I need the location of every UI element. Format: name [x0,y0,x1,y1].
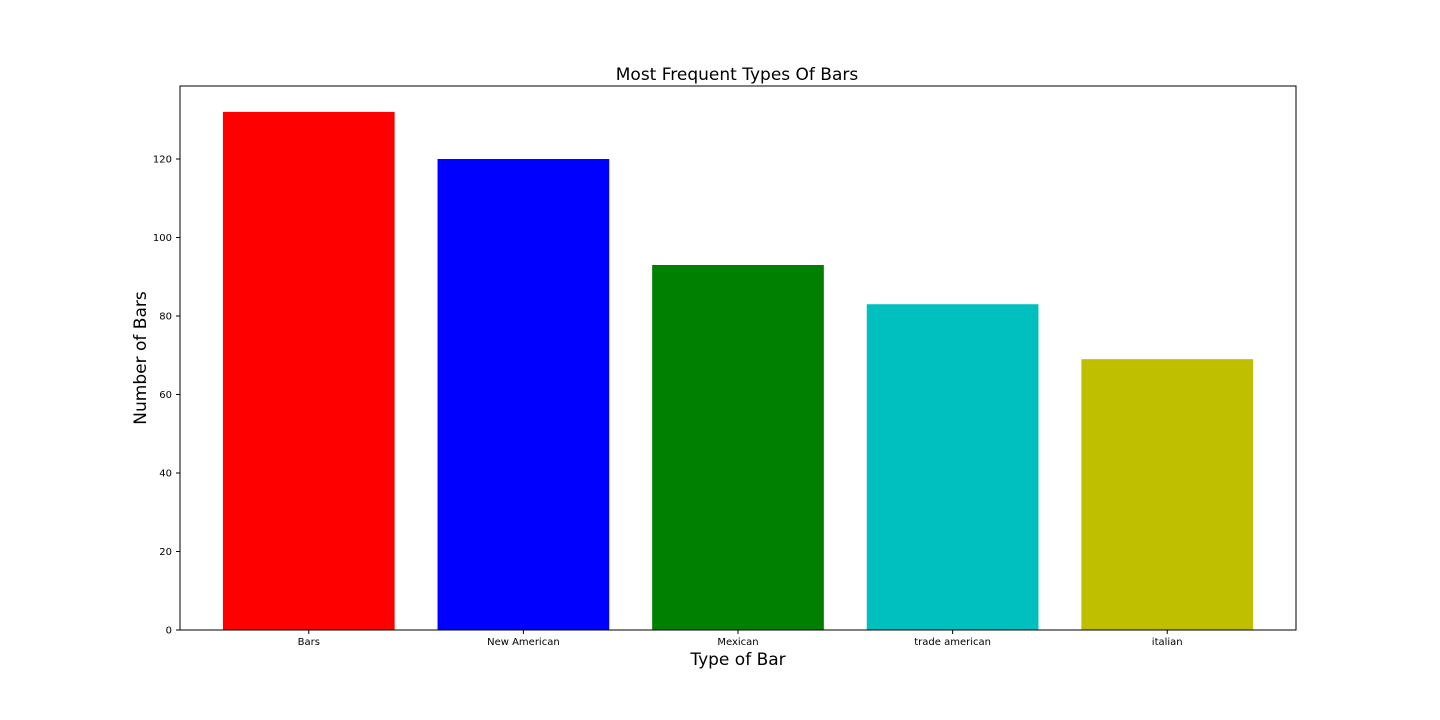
y-tick-label: 0 [166,626,172,637]
x-tick-label: italian [1152,637,1183,648]
x-axis: Bars New American Mexican trade american ita… [298,630,1183,648]
y-tick-label: 20 [159,547,172,558]
y-tick-label: 80 [159,312,172,323]
x-axis-label: Type of Bar [689,650,785,670]
y-tick-label: 60 [159,390,172,401]
x-tick-label: trade american [914,637,991,648]
bar-bars [222,111,395,630]
x-tick-label: Bars [298,637,320,648]
y-axis: 0 20 40 60 80 100 120 [153,155,180,637]
y-tick-label: 100 [153,233,172,244]
bar-mexican [652,264,824,630]
bar-italian [1081,359,1254,630]
y-axis-label: Number of Bars [131,291,151,425]
bar-new-american [437,159,610,630]
bar-trade-american [866,304,1039,630]
chart-title: Most Frequent Types Of Bars [616,65,859,85]
bars-layer [222,111,1254,630]
y-tick-label: 40 [159,469,172,480]
y-tick-label: 120 [153,155,172,166]
x-tick-label: New American [487,637,560,648]
x-tick-label: Mexican [717,637,758,648]
